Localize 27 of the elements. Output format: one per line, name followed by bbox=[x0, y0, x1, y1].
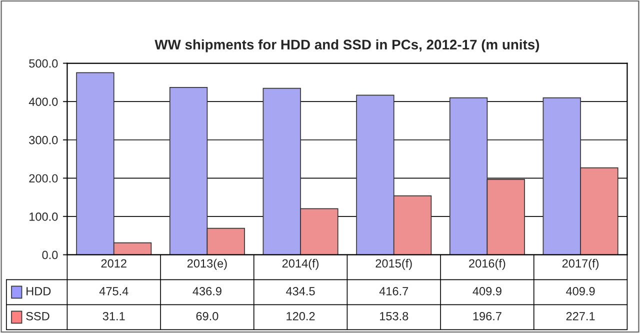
data-label: 120.2 bbox=[286, 312, 315, 320]
x-tick-label: 2017(f) bbox=[562, 258, 599, 270]
y-tick-label: 200.0 bbox=[29, 174, 58, 183]
legend-label: SSD bbox=[26, 312, 50, 320]
data-label: 409.9 bbox=[566, 287, 595, 296]
data-label: 409.9 bbox=[472, 287, 502, 296]
data-label: 416.7 bbox=[379, 287, 408, 296]
y-tick-label: 300.0 bbox=[29, 136, 58, 144]
data-label: 69.0 bbox=[196, 312, 218, 320]
x-tick-label: 2016(f) bbox=[469, 258, 506, 270]
data-label: 196.7 bbox=[473, 312, 502, 320]
x-tick-label: 2015(f) bbox=[376, 258, 412, 270]
x-tick-label: 2014(f) bbox=[282, 258, 319, 270]
chart-title: WW shipments for HDD and SSD in PCs, 2012-17 (m units) bbox=[154, 39, 540, 52]
data-label: 31.1 bbox=[102, 312, 125, 320]
y-tick-label: 100.0 bbox=[30, 212, 58, 221]
data-label: 436.9 bbox=[192, 287, 222, 296]
x-tick-label: 2012 bbox=[101, 259, 126, 268]
x-tick-label: 2013(e) bbox=[187, 258, 227, 270]
data-label: 475.4 bbox=[99, 287, 128, 296]
y-tick-label: 0.0 bbox=[42, 250, 58, 260]
data-label: 434.5 bbox=[286, 287, 315, 296]
y-tick-label: 500.0 bbox=[29, 59, 58, 68]
y-tick-label: 400.0 bbox=[28, 98, 58, 106]
legend-label: HDD bbox=[26, 287, 51, 296]
data-label: 227.1 bbox=[566, 312, 595, 320]
data-label: 153.8 bbox=[380, 312, 408, 320]
